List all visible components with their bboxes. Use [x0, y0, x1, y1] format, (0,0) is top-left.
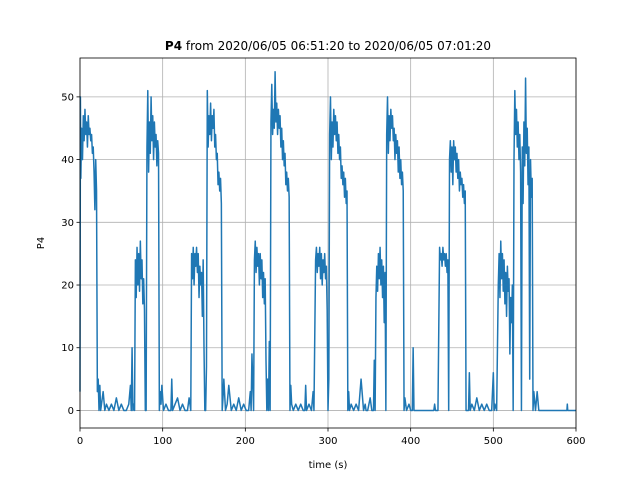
- y-axis-label: P4: [36, 237, 47, 249]
- title-text: from 2020/06/05 06:51:20 to 2020/06/05 0…: [186, 39, 491, 53]
- chart-title: P4 from 2020/06/05 06:51:20 to 2020/06/0…: [165, 39, 491, 53]
- axes-frame: [79, 57, 577, 429]
- data-line: [79, 71, 576, 412]
- title-bold: P4: [165, 39, 182, 53]
- x-tick-label: 300: [318, 436, 337, 447]
- y-tick-label: 10: [61, 343, 74, 354]
- y-tick-label: 50: [61, 92, 74, 103]
- x-tick-label: 400: [401, 436, 420, 447]
- y-tick-label: 40: [61, 155, 74, 166]
- x-tick-label: 200: [236, 436, 255, 447]
- y-tick-label: 0: [68, 406, 74, 417]
- x-tick-label: 600: [566, 436, 585, 447]
- x-axis-label: time (s): [309, 460, 348, 471]
- y-tick-label: 20: [61, 281, 74, 292]
- x-tick-label: 100: [153, 436, 172, 447]
- x-tick-label: 0: [77, 436, 83, 447]
- x-tick-label: 500: [484, 436, 503, 447]
- y-tick-label: 30: [61, 218, 74, 229]
